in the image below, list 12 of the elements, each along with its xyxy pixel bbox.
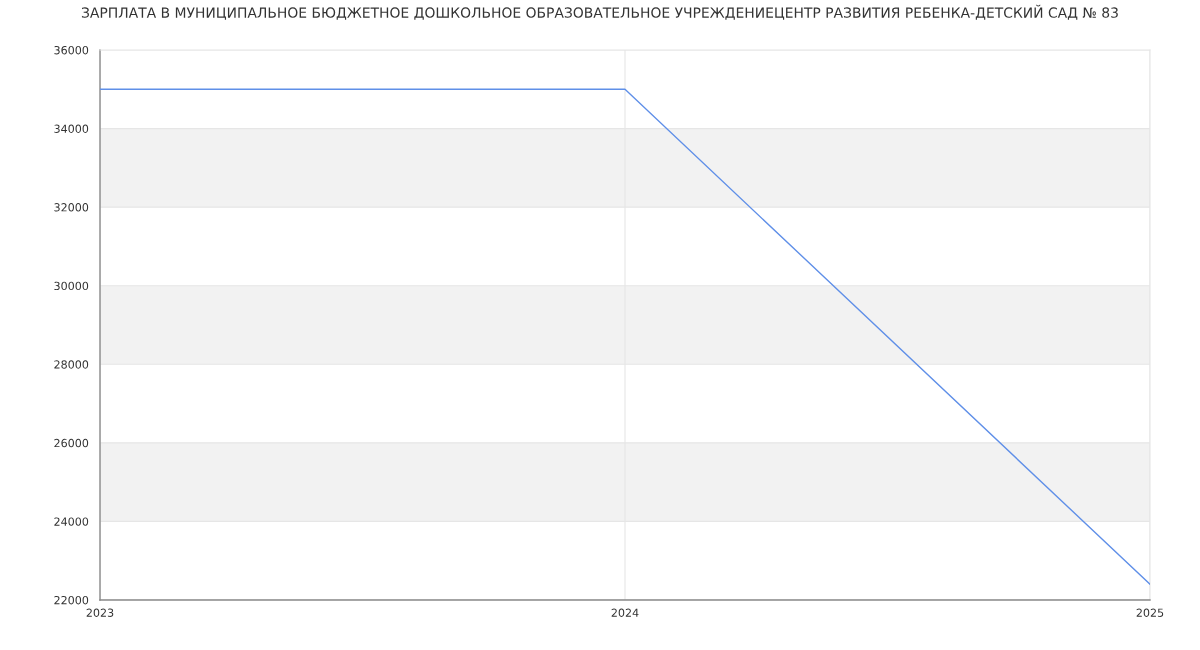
- y-tick-label: 36000: [54, 45, 89, 55]
- y-tick-label: 32000: [54, 203, 89, 212]
- y-tick-label: 30000: [54, 281, 89, 291]
- x-tick-label: 2024: [611, 608, 639, 617]
- y-tick-label: 26000: [54, 438, 89, 448]
- x-tick-label: 2025: [1136, 608, 1164, 617]
- y-tick-label: 34000: [54, 124, 89, 133]
- y-tick-label: 28000: [54, 360, 89, 369]
- y-tick-label: 24000: [54, 517, 89, 526]
- y-tick-label: 22000: [54, 595, 89, 605]
- chart-title: ЗАРПЛАТА В МУНИЦИПАЛЬНОЕ БЮДЖЕТНОЕ ДОШКОЛЬНОЕ ОБРАЗОВАТЕЛЬНОЕ УЧРЕЖДЕНИЕЦЕНТР РАЗВИТИЯ РЕБЕНКА-ДЕТСКИЙ САД № 83: [81, 4, 1118, 20]
- x-tick-label: 2023: [86, 608, 114, 617]
